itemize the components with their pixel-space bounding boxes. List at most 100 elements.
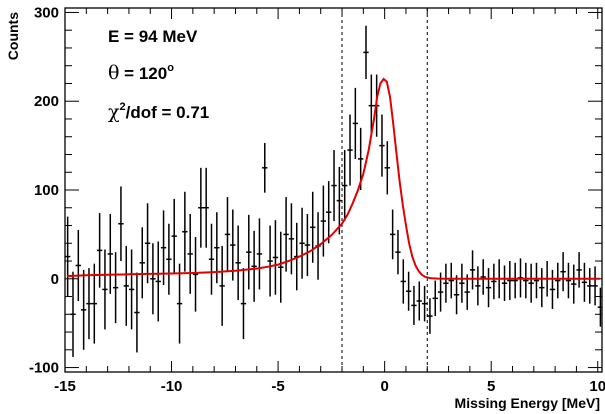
y-tick-label: 300 xyxy=(34,4,59,21)
data-point xyxy=(272,220,279,295)
data-point xyxy=(549,269,556,309)
data-point xyxy=(182,191,188,272)
data-point xyxy=(512,262,518,299)
data-point xyxy=(507,261,513,301)
data-point xyxy=(155,241,161,322)
data-point xyxy=(347,114,353,186)
data-point xyxy=(443,263,449,303)
data-point xyxy=(395,229,401,275)
data-point xyxy=(208,223,215,295)
data-point xyxy=(224,197,231,272)
data-point xyxy=(160,210,167,285)
data-point xyxy=(176,263,183,344)
fit-curve xyxy=(67,77,600,280)
data-point xyxy=(464,274,470,310)
data-point xyxy=(485,268,492,308)
data-point xyxy=(533,262,540,299)
annotation-chi2: χ2/dof = 0.71 xyxy=(108,101,209,123)
data-point xyxy=(342,150,348,222)
data-point xyxy=(288,203,295,275)
data-point xyxy=(128,249,135,330)
data-point xyxy=(405,271,412,311)
data-point xyxy=(384,141,390,195)
data-point xyxy=(192,237,199,312)
x-tick-label: -5 xyxy=(271,378,284,395)
data-point xyxy=(480,259,486,295)
data-point xyxy=(118,186,124,262)
data-point xyxy=(565,262,572,299)
data-point xyxy=(597,287,602,327)
data-point xyxy=(283,197,289,272)
theta-symbol: θ xyxy=(108,62,119,84)
data-point xyxy=(166,223,172,295)
x-tick-label: -10 xyxy=(161,378,183,395)
data-point xyxy=(139,227,145,299)
data-point xyxy=(416,281,422,321)
data-point xyxy=(331,150,337,222)
data-point xyxy=(75,229,81,301)
data-point xyxy=(70,271,76,357)
y-tick-label: -100 xyxy=(29,360,59,377)
data-point xyxy=(432,280,438,317)
x-tick-label: 0 xyxy=(380,378,388,395)
data-point xyxy=(571,264,577,304)
data-point xyxy=(427,298,433,334)
data-point xyxy=(400,259,406,304)
annotation-angle: θ = 120o xyxy=(108,62,174,84)
data-point xyxy=(592,266,598,306)
data-point xyxy=(102,249,108,330)
data-point xyxy=(304,213,311,277)
data-point xyxy=(411,285,417,325)
data-point xyxy=(262,142,268,193)
data-point xyxy=(469,250,476,290)
y-tick-label: 200 xyxy=(34,93,59,110)
data-point xyxy=(336,166,343,235)
data-point xyxy=(134,272,140,353)
data-point xyxy=(80,269,87,350)
x-tick-label: -15 xyxy=(54,378,76,395)
data-point xyxy=(363,25,369,80)
data-point xyxy=(86,268,92,340)
data-point xyxy=(187,213,193,294)
data-point xyxy=(560,252,566,292)
data-point xyxy=(123,245,129,326)
data-point xyxy=(475,266,481,306)
data-point xyxy=(96,213,103,288)
data-point xyxy=(235,225,241,301)
data-point xyxy=(581,262,588,302)
data-point xyxy=(150,243,156,315)
angle-value: = 120 xyxy=(119,64,167,83)
data-point xyxy=(251,230,257,302)
data-point xyxy=(576,252,582,288)
data-point xyxy=(112,252,119,324)
data-point xyxy=(267,225,273,297)
data-point xyxy=(379,114,385,177)
data-point xyxy=(421,285,428,322)
data-point xyxy=(326,181,332,244)
data-point xyxy=(352,87,359,159)
data-point xyxy=(491,263,497,300)
chi-power-superscript: 2 xyxy=(120,101,126,113)
y-tick-label: 0 xyxy=(51,271,59,288)
data-point xyxy=(65,216,71,297)
data-point xyxy=(453,275,460,315)
data-point xyxy=(368,74,374,137)
data-point xyxy=(320,185,327,257)
data-point xyxy=(587,268,593,304)
data-point xyxy=(230,209,236,281)
data-point xyxy=(198,167,204,248)
annotation-energy: E = 94 MeV xyxy=(108,27,198,46)
data-point xyxy=(539,268,545,308)
data-point xyxy=(144,203,151,284)
data-point xyxy=(171,198,177,274)
y-axis-title: Counts xyxy=(5,12,21,60)
chi-symbol: χ xyxy=(108,101,120,123)
degree-superscript: o xyxy=(167,62,174,74)
x-tick-label: 10 xyxy=(589,378,605,395)
data-point xyxy=(278,231,284,303)
data-point xyxy=(523,262,529,299)
y-tick-label: 100 xyxy=(34,182,59,199)
data-point xyxy=(310,191,316,263)
data-point xyxy=(91,263,97,344)
data-point xyxy=(107,213,113,294)
